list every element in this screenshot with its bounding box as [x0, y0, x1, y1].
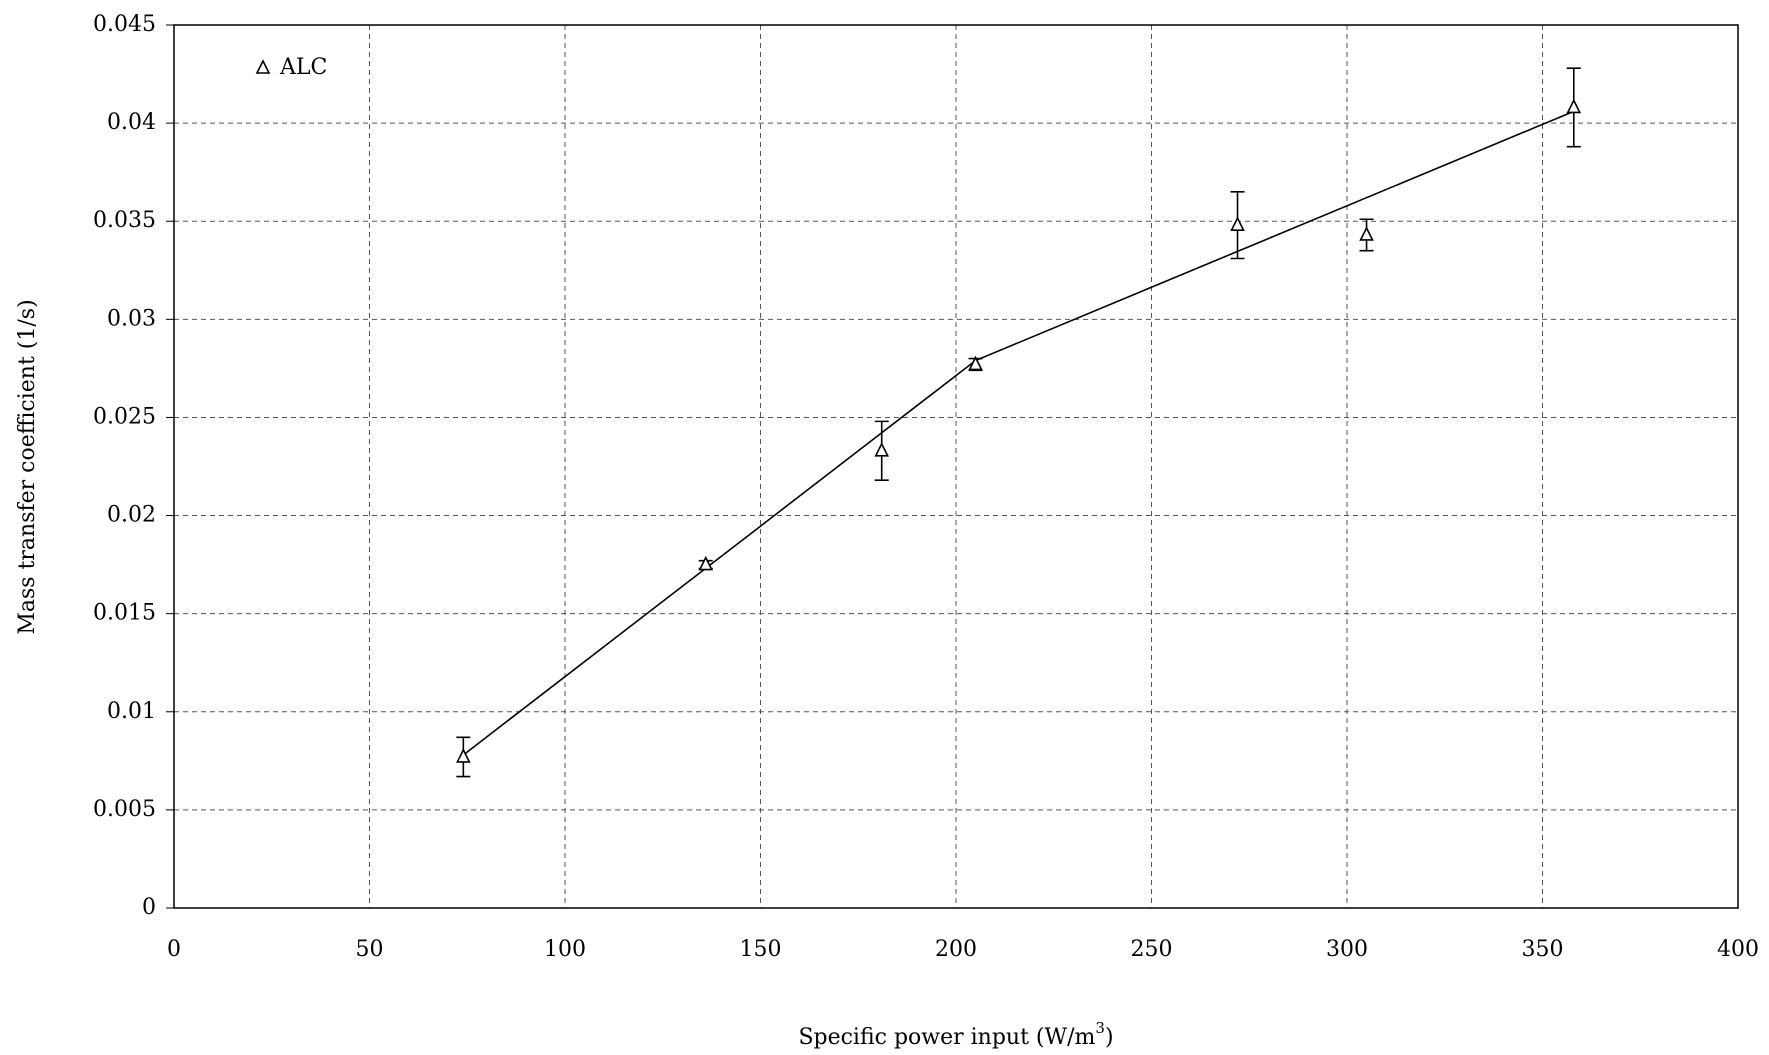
marker [1359, 226, 1374, 241]
x-tick-label: 150 [740, 937, 782, 962]
x-axis-label-sup: 3 [1095, 1019, 1105, 1037]
legend-marker [255, 59, 271, 74]
x-axis-label: Specific power input (W/m3) [798, 1019, 1113, 1050]
x-tick-label: 300 [1326, 937, 1368, 962]
x-axis-label-text: Specific power input (W/m [798, 1025, 1095, 1050]
x-tick-label: 50 [356, 937, 384, 962]
y-tick-label: 0.03 [107, 306, 156, 331]
y-tick-label: 0.005 [93, 797, 156, 822]
marker [1230, 216, 1245, 231]
x-tick-label: 350 [1522, 937, 1564, 962]
y-tick-label: 0.02 [107, 503, 156, 528]
y-axis-label: Mass transfer coefficient (1/s) [15, 299, 40, 634]
y-tick-label: 0.045 [93, 12, 156, 37]
marker [968, 355, 983, 371]
y-tick-label: 0 [142, 895, 156, 920]
x-tick-label: 250 [1131, 937, 1173, 962]
x-axis-label-text: ) [1105, 1025, 1114, 1050]
marker [698, 555, 714, 571]
y-tick-label: 0.04 [107, 110, 156, 135]
fit-line [462, 110, 1575, 756]
plot-frame [173, 24, 1739, 909]
y-tick-label: 0.025 [93, 404, 156, 429]
y-tick-label: 0.015 [93, 601, 156, 626]
marker [456, 748, 471, 763]
marker [1566, 98, 1582, 114]
marker [874, 442, 890, 457]
x-tick-label: 400 [1717, 937, 1759, 962]
x-tick-label: 200 [935, 937, 977, 962]
y-tick-label: 0.01 [107, 699, 156, 724]
x-tick-label: 0 [167, 937, 181, 962]
legend-label: ALC [279, 55, 327, 80]
x-tick-label: 100 [544, 937, 586, 962]
y-tick-label: 0.035 [93, 208, 156, 233]
